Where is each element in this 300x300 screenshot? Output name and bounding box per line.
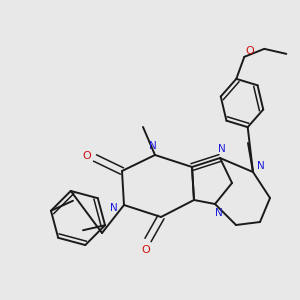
Text: O: O	[82, 151, 91, 161]
Text: N: N	[257, 161, 265, 171]
Text: N: N	[110, 203, 118, 213]
Text: O: O	[245, 46, 254, 56]
Text: N: N	[215, 208, 223, 218]
Text: N: N	[218, 144, 226, 154]
Text: O: O	[142, 245, 150, 255]
Text: N: N	[149, 141, 157, 151]
